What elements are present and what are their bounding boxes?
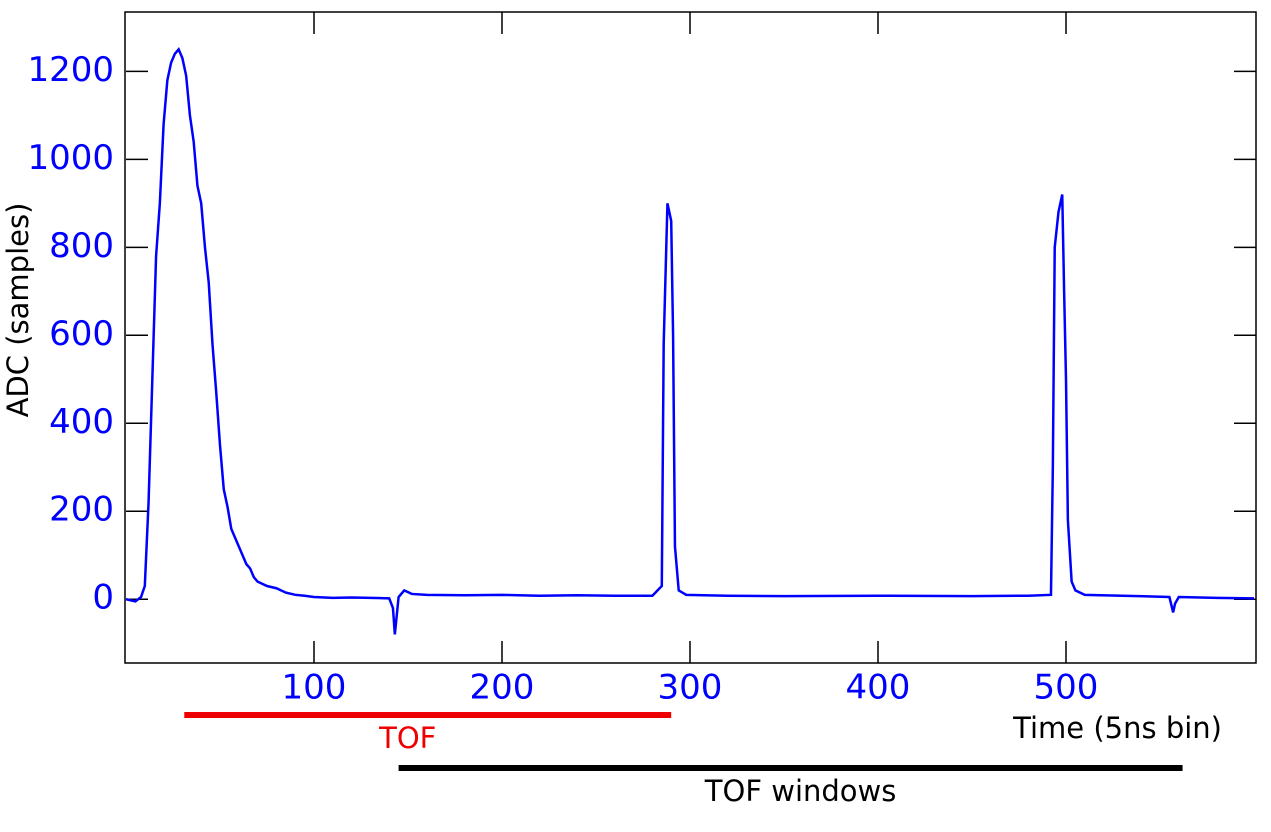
y-tick-label: 0 (92, 578, 114, 618)
y-tick-label: 600 (49, 314, 114, 354)
plot-frame (124, 11, 1257, 664)
y-tick-label: 800 (49, 226, 114, 266)
y-tick-label: 200 (49, 490, 114, 530)
x-tick-label: 200 (470, 668, 535, 708)
x-tick-label: 300 (658, 668, 723, 708)
x-tick-label: 400 (846, 668, 911, 708)
annotation-label: TOF (378, 721, 436, 755)
y-tick-label: 400 (49, 402, 114, 442)
y-tick-label: 1200 (27, 50, 114, 90)
x-tick-label: 100 (282, 668, 347, 708)
y-axis-label: ADC (samples) (1, 203, 35, 418)
x-tick-label: 500 (1034, 668, 1099, 708)
annotation-label: TOF windows (704, 774, 897, 808)
y-tick-label: 1000 (27, 138, 114, 178)
x-axis-label: Time (5ns bin) (1012, 711, 1222, 745)
data-line (125, 47, 1255, 635)
